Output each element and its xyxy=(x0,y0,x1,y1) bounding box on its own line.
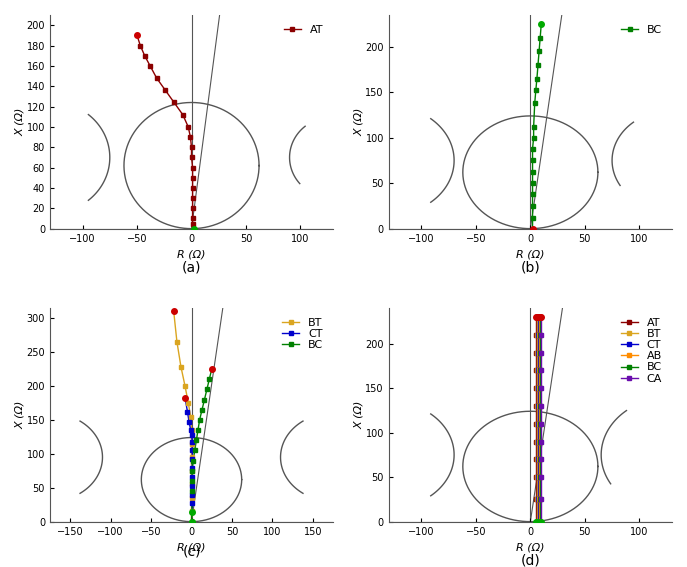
X-axis label: R (Ω): R (Ω) xyxy=(177,249,206,259)
X-axis label: R (Ω): R (Ω) xyxy=(516,249,545,259)
Legend: BT, CT, BC: BT, CT, BC xyxy=(278,314,328,354)
Y-axis label: X (Ω): X (Ω) xyxy=(354,401,364,429)
Text: (c): (c) xyxy=(182,545,201,559)
Y-axis label: X (Ω): X (Ω) xyxy=(15,108,25,136)
Text: (d): (d) xyxy=(521,553,540,567)
Y-axis label: X (Ω): X (Ω) xyxy=(354,108,364,136)
Legend: AT, BT, CT, AB, BC, CA: AT, BT, CT, AB, BC, CA xyxy=(617,314,666,388)
X-axis label: R (Ω): R (Ω) xyxy=(516,542,545,552)
Text: (b): (b) xyxy=(521,260,540,274)
Y-axis label: X (Ω): X (Ω) xyxy=(15,401,25,429)
Text: (a): (a) xyxy=(182,260,201,274)
Legend: BC: BC xyxy=(617,20,666,40)
X-axis label: R (Ω): R (Ω) xyxy=(177,542,206,552)
Legend: AT: AT xyxy=(280,20,328,40)
